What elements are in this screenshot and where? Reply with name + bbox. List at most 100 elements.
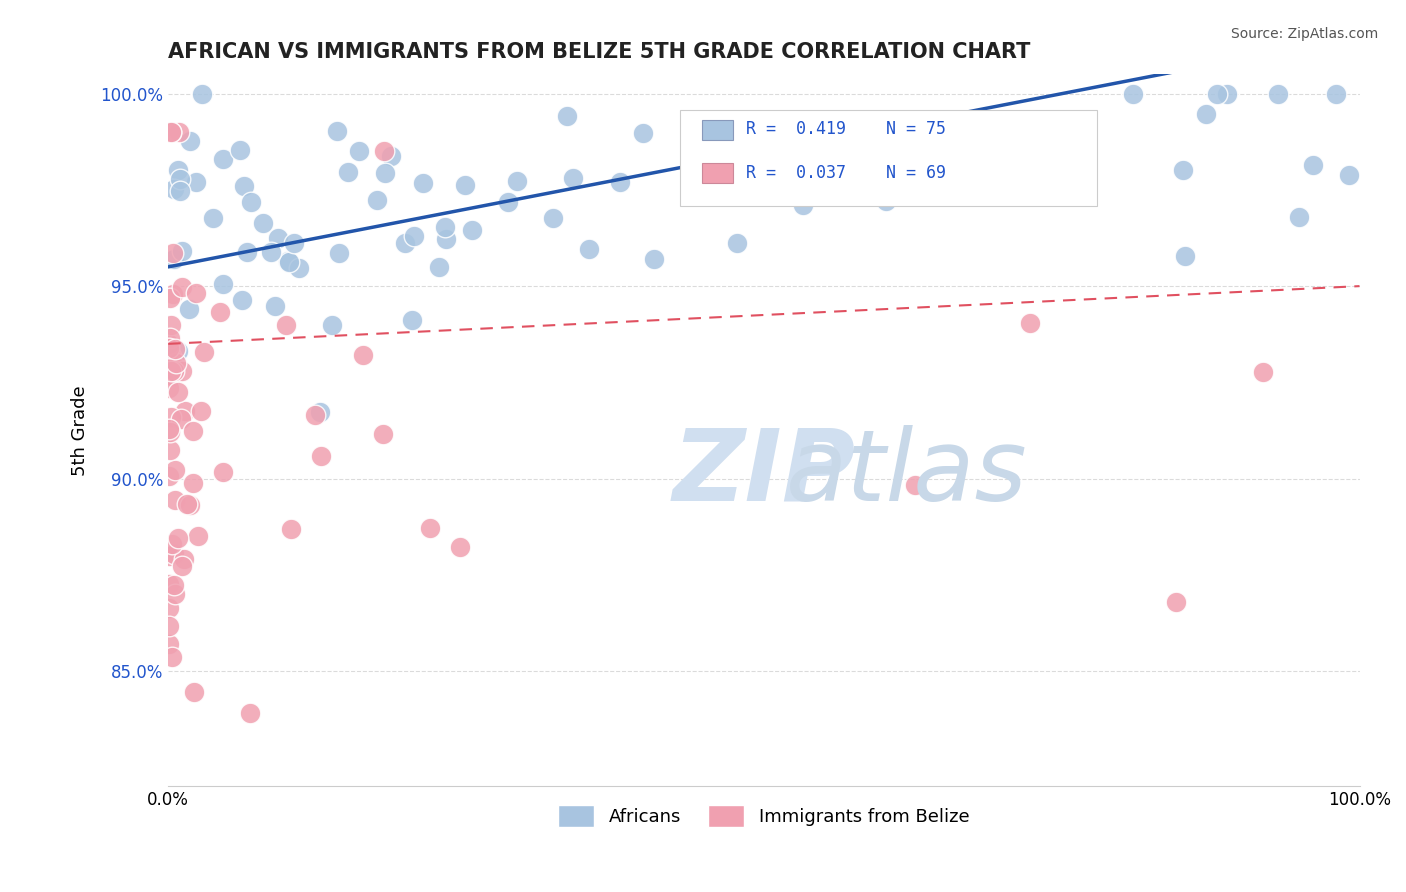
Point <box>578 242 600 256</box>
Point <box>169 184 191 198</box>
Point <box>163 463 186 477</box>
Point <box>366 193 388 207</box>
Point <box>187 529 209 543</box>
Point <box>162 358 184 372</box>
Point <box>162 287 184 301</box>
Point <box>1302 158 1324 172</box>
Point <box>157 618 180 632</box>
Point <box>1171 163 1194 178</box>
Point <box>212 152 235 166</box>
Point <box>1166 595 1188 609</box>
Point <box>380 149 402 163</box>
Point <box>347 144 370 158</box>
Legend: Africans, Immigrants from Belize: Africans, Immigrants from Belize <box>551 798 977 834</box>
Point <box>157 341 180 355</box>
Point <box>179 134 201 148</box>
Text: atlas: atlas <box>786 425 1028 522</box>
Point <box>163 252 186 267</box>
Point <box>1267 87 1289 101</box>
Point <box>159 549 181 563</box>
Point <box>162 650 184 665</box>
FancyBboxPatch shape <box>702 162 733 183</box>
Point <box>1288 211 1310 225</box>
Point <box>163 342 186 356</box>
Point <box>1339 168 1361 182</box>
Point <box>321 318 343 332</box>
Point <box>157 468 180 483</box>
Point <box>371 426 394 441</box>
Point <box>233 179 256 194</box>
Point <box>176 497 198 511</box>
Point <box>311 449 333 463</box>
Point <box>211 277 233 291</box>
Point <box>498 195 520 210</box>
Text: ZIP: ZIP <box>672 425 855 522</box>
Point <box>401 312 423 326</box>
Point <box>231 293 253 308</box>
Point <box>163 587 186 601</box>
Point <box>193 345 215 359</box>
Point <box>163 547 186 561</box>
Point <box>169 171 191 186</box>
Point <box>280 522 302 536</box>
Point <box>792 198 814 212</box>
Point <box>157 577 180 591</box>
Point <box>374 166 396 180</box>
Point <box>785 159 807 173</box>
Point <box>875 194 897 208</box>
Point <box>159 125 181 139</box>
Point <box>402 229 425 244</box>
Point <box>461 223 484 237</box>
Point <box>190 404 212 418</box>
Point <box>683 149 706 163</box>
Point <box>1036 128 1059 143</box>
Point <box>609 175 631 189</box>
Point <box>252 216 274 230</box>
Text: R =  0.419    N = 75: R = 0.419 N = 75 <box>747 120 946 138</box>
Point <box>336 165 359 179</box>
FancyBboxPatch shape <box>681 110 1098 206</box>
Point <box>328 246 350 260</box>
Y-axis label: 5th Grade: 5th Grade <box>72 385 89 475</box>
Point <box>209 304 232 318</box>
Point <box>325 124 347 138</box>
Point <box>170 280 193 294</box>
Point <box>429 260 451 275</box>
Point <box>191 87 214 101</box>
Point <box>181 475 204 490</box>
Point <box>157 422 180 436</box>
Point <box>167 163 190 178</box>
Point <box>157 637 180 651</box>
Point <box>1195 107 1218 121</box>
Point <box>309 405 332 419</box>
Point <box>1216 87 1239 101</box>
Point <box>157 337 180 351</box>
Point <box>288 260 311 275</box>
Point <box>163 578 186 592</box>
Point <box>177 301 200 316</box>
Point <box>1324 87 1347 101</box>
Point <box>229 143 252 157</box>
Point <box>373 145 395 159</box>
Point <box>157 381 180 395</box>
Point <box>419 521 441 535</box>
Point <box>159 349 181 363</box>
Point <box>904 478 927 492</box>
Point <box>172 244 194 258</box>
Point <box>170 559 193 574</box>
Point <box>170 412 193 426</box>
FancyBboxPatch shape <box>702 120 733 140</box>
Point <box>1019 317 1042 331</box>
Point <box>1174 249 1197 263</box>
Point <box>561 170 583 185</box>
Point <box>728 113 751 128</box>
Point <box>183 425 205 439</box>
Point <box>160 318 183 332</box>
Point <box>505 174 527 188</box>
Point <box>283 235 305 250</box>
Point <box>159 125 181 139</box>
Point <box>412 176 434 190</box>
Point <box>201 211 224 226</box>
Point <box>453 178 475 193</box>
Point <box>266 230 288 244</box>
